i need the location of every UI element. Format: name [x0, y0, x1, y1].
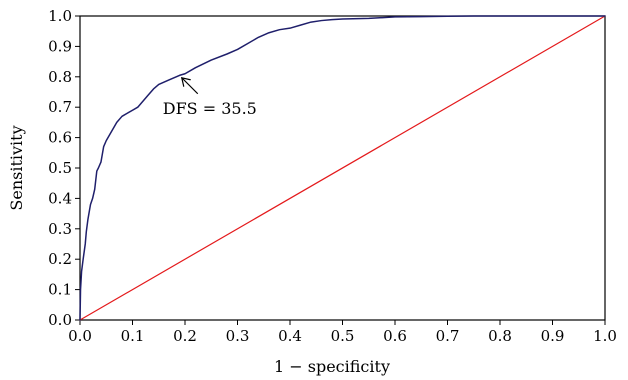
y-tick-label: 0.6: [48, 129, 72, 147]
x-tick-label: 0.1: [121, 327, 145, 345]
reference-diagonal-line: [79, 15, 606, 321]
x-tick-label: 1.0: [593, 327, 617, 345]
y-axis-title: Sensitivity: [7, 125, 26, 210]
x-tick-label: 0.8: [488, 327, 512, 345]
y-tick-label: 0.8: [48, 68, 72, 86]
y-tick-label: 0.1: [48, 281, 72, 299]
x-tick-label: 0.2: [173, 327, 197, 345]
y-tick-label: 0.5: [48, 159, 72, 177]
y-tick-label: 0.2: [48, 250, 72, 268]
x-tick-label: 0.4: [278, 327, 302, 345]
y-tick-label: 0.7: [48, 98, 72, 116]
series-layer: [79, 15, 606, 321]
axes: 0.0 0.1 0.2 0.3 0.4 0.5 0.6 0.7 0.8 0.9 1.0 0.0 0.1 0…: [48, 7, 617, 345]
x-tick-label: 0.3: [226, 327, 250, 345]
x-tick-label: 0.9: [541, 327, 565, 345]
y-tick-label: 0.0: [48, 311, 72, 329]
annotation-layer: DFS = 35.5: [163, 78, 257, 118]
x-tick-label: 0.5: [331, 327, 355, 345]
y-tick-label: 1.0: [48, 7, 72, 25]
y-tick-label: 0.4: [48, 189, 72, 207]
x-tick-label: 0.6: [383, 327, 407, 345]
x-tick-label: 0.0: [68, 327, 92, 345]
y-tick-label: 0.9: [48, 37, 72, 55]
x-tick-label: 0.7: [436, 327, 460, 345]
roc-curve-line: [79, 15, 606, 321]
x-axis-title: 1 − specificity: [274, 357, 390, 376]
annotation-label: DFS = 35.5: [163, 99, 257, 118]
y-tick-label: 0.3: [48, 220, 72, 238]
annotation-arrow: [182, 78, 199, 95]
